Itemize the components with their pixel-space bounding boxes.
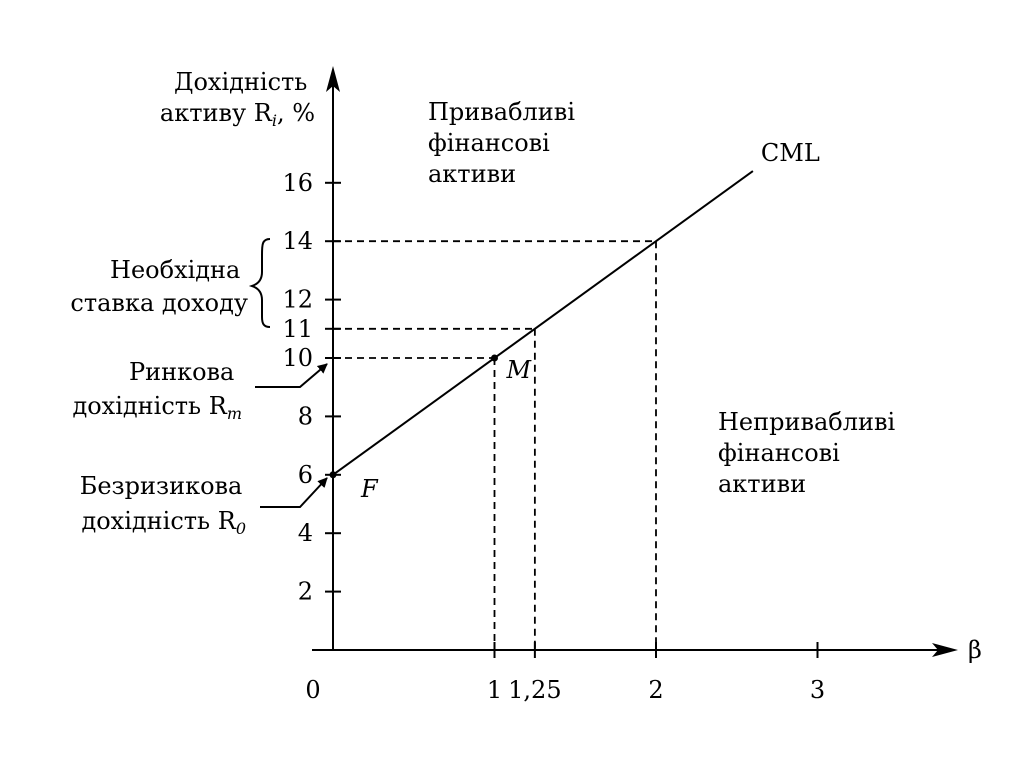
y-tick-label: 8 [298,402,313,430]
x-tick-label: 1 [487,676,502,704]
y-tick-label: 6 [298,461,313,489]
y-axis-label-main: активу R [160,99,273,127]
cml-series-label: CML [761,139,820,167]
attractive-assets-label: Привабливі фінансові активи [428,98,583,188]
x-tick-label: 0 [305,676,320,704]
point-m-marker [491,354,498,362]
y-axis-arrow-icon [326,66,340,92]
risk-free-label: Безризикова дохідність R0 [80,472,250,538]
x-tick-label: 1,25 [508,676,561,704]
point-f-label: F [360,475,379,503]
required-rate-label: Необхідна ставка доходу [70,256,248,317]
y-axis-label-subscript: i [272,111,277,130]
y-tick-label: 2 [298,578,313,606]
y-axis-label-unit: , % [277,99,315,127]
x-axis-label: β [968,636,982,664]
market-return-pointer [255,363,328,388]
y-tick-label: 10 [282,344,313,372]
point-m-label: M [506,356,533,384]
x-tick-label: 2 [648,676,663,704]
y-tick-label: 11 [282,315,313,343]
y-tick-label: 14 [282,227,313,255]
market-return-label: Ринкова дохідність Rm [72,358,242,423]
y-tick-label: 16 [282,169,313,197]
risk-free-pointer [260,477,328,508]
unattractive-assets-label: Непривабливі фінансові активи [718,408,903,498]
y-axis-label: Дохідність активу Ri, % [160,68,315,130]
required-rate-brace [248,238,271,328]
point-f-marker [329,471,337,479]
y-tick-label: 4 [298,519,313,547]
cml-line [332,170,754,476]
x-tick-label: 3 [810,676,825,704]
x-axis-arrow-icon [932,643,958,657]
y-tick-label: 12 [282,286,313,314]
